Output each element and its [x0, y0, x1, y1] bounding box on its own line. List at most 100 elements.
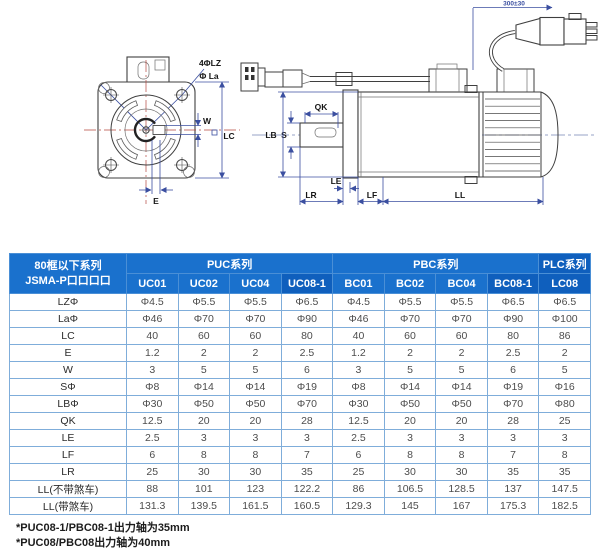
label-lf: LF: [367, 190, 377, 200]
flange-circle: [110, 94, 182, 166]
spec-cell: 5: [383, 361, 437, 379]
spec-cell: Φ70: [486, 395, 540, 413]
spec-cell: 1.2: [332, 344, 385, 362]
spec-cell: 20: [177, 412, 231, 430]
row-label: LBΦ: [9, 395, 127, 413]
spec-cell: 86: [332, 480, 385, 498]
spec-cell: 2.5: [486, 344, 540, 362]
table-row: SΦ Φ8 Φ14 Φ14 Φ19 Φ8 Φ14 Φ14 Φ19 Φ16: [9, 378, 591, 396]
spec-cell: 30: [435, 463, 488, 481]
cable-gland-2: [496, 68, 535, 93]
spec-cell: 3: [486, 429, 540, 447]
plug-head: [563, 18, 587, 45]
technical-drawing: 4ΦLZ Φ La W LC E: [0, 0, 600, 250]
spec-cell: 122.2: [280, 480, 334, 498]
spec-cell: 3: [280, 429, 334, 447]
spec-cell: Φ19: [486, 378, 540, 396]
shaft-circle: [133, 117, 156, 143]
spec-cell: Φ4.5: [332, 293, 385, 311]
footnotes: *PUC08-1/PBC08-1出力轴为35mm *PUC08/PBC08出力轴…: [16, 521, 600, 551]
side-flange: [342, 89, 359, 179]
spec-cell: 129.3: [332, 497, 385, 515]
spec-cell: 3: [383, 429, 437, 447]
plug-boot: [515, 17, 541, 46]
spec-cell: 20: [435, 412, 488, 430]
label-lc: LC: [223, 131, 234, 141]
spec-cell: 12.5: [332, 412, 385, 430]
spec-cell: Φ4.5: [126, 293, 179, 311]
spec-cell: Φ70: [229, 310, 282, 328]
cooling-fins: [485, 98, 540, 172]
spec-cell: 160.5: [280, 497, 334, 515]
spec-cell: Φ46: [332, 310, 385, 328]
spec-cell: 175.3: [486, 497, 540, 515]
spec-cell: Φ5.5: [177, 293, 231, 311]
group-header-pbc: PBC系列: [332, 253, 540, 274]
spec-cell: Φ19: [280, 378, 334, 396]
spec-cell: 161.5: [229, 497, 282, 515]
spec-cell: 25: [126, 463, 179, 481]
spec-cell: 1.2: [126, 344, 179, 362]
spec-cell: 2: [383, 344, 437, 362]
row-label: LL(带煞车): [9, 497, 127, 515]
spec-cell: 6: [126, 446, 179, 464]
table-row: LC 40 60 60 80 40 60 60 80 86: [9, 327, 591, 345]
label-ll: LL: [455, 190, 465, 200]
spec-cell: Φ8: [126, 378, 179, 396]
spec-cell: 20: [229, 412, 282, 430]
label-phi-la: Φ La: [199, 71, 219, 81]
spec-cell: 35: [280, 463, 334, 481]
table-row: LF 6 8 8 7 6 8 8 7 8: [9, 446, 591, 464]
label-e: E: [153, 196, 159, 206]
spec-cell: 20: [383, 412, 437, 430]
spec-cell: 8: [177, 446, 231, 464]
row-label: LC: [9, 327, 127, 345]
label-lr: LR: [305, 190, 316, 200]
spec-cell: Φ5.5: [229, 293, 282, 311]
spec-cell: 35: [486, 463, 540, 481]
spec-cell: 123: [229, 480, 282, 498]
spec-cell: Φ70: [435, 310, 488, 328]
spec-cell: 60: [383, 327, 437, 345]
spec-cell: Φ70: [383, 310, 437, 328]
bolt-hole-alt: [98, 82, 110, 94]
spec-cell: 182.5: [538, 497, 591, 515]
table-row: E 1.2 2 2 2.5 1.2 2 2 2.5 2: [9, 344, 591, 362]
spec-cell: 25: [332, 463, 385, 481]
spec-cell: 25: [538, 412, 591, 430]
label-s: S: [281, 130, 287, 140]
column-header-uc02: UC02: [177, 273, 231, 294]
row-label: W: [9, 361, 127, 379]
spec-cell: 8: [435, 446, 488, 464]
spec-cell: 7: [486, 446, 540, 464]
label-lb: LB: [265, 130, 276, 140]
spec-cell: 147.5: [538, 480, 591, 498]
label-w: W: [203, 116, 212, 126]
label-le: LE: [331, 176, 342, 186]
cable-gland-1: [428, 68, 468, 93]
spec-cell: 131.3: [126, 497, 179, 515]
spec-cell: Φ90: [280, 310, 334, 328]
spec-cell: 3: [435, 429, 488, 447]
spec-cell: 5: [435, 361, 488, 379]
column-header-bc04: BC04: [435, 273, 488, 294]
spec-cell: 30: [177, 463, 231, 481]
spec-cell: 3: [177, 429, 231, 447]
spec-cell: Φ6.5: [280, 293, 334, 311]
spec-cell: Φ50: [383, 395, 437, 413]
dimension-drawing-svg: 4ΦLZ Φ La W LC E: [84, 1, 598, 206]
row-label: LL(不带煞车): [9, 480, 127, 498]
spec-cell: Φ100: [538, 310, 591, 328]
spec-cell: Φ50: [435, 395, 488, 413]
table-row: LL(带煞车) 131.3 139.5 161.5 160.5 129.3 145 167 17…: [9, 497, 591, 515]
spec-cell: Φ6.5: [538, 293, 591, 311]
row-label: LE: [9, 429, 127, 447]
table-row: LL(不带煞车) 88 101 123 122.2 86 106.5 128.5 137 147.…: [9, 480, 591, 498]
table-row: LBΦ Φ30 Φ50 Φ50 Φ70 Φ30 Φ50 Φ50 Φ70 Φ80: [9, 395, 591, 413]
label-4phi-lz: 4ΦLZ: [199, 58, 221, 68]
table-corner-header: 80框以下系列 JSMA-P口口口口: [9, 253, 127, 294]
spec-cell: 30: [229, 463, 282, 481]
row-label: SΦ: [9, 378, 127, 396]
side-view: 300±30 QK S LB LR LE LF LL: [240, 1, 598, 205]
spec-cell: 28: [280, 412, 334, 430]
